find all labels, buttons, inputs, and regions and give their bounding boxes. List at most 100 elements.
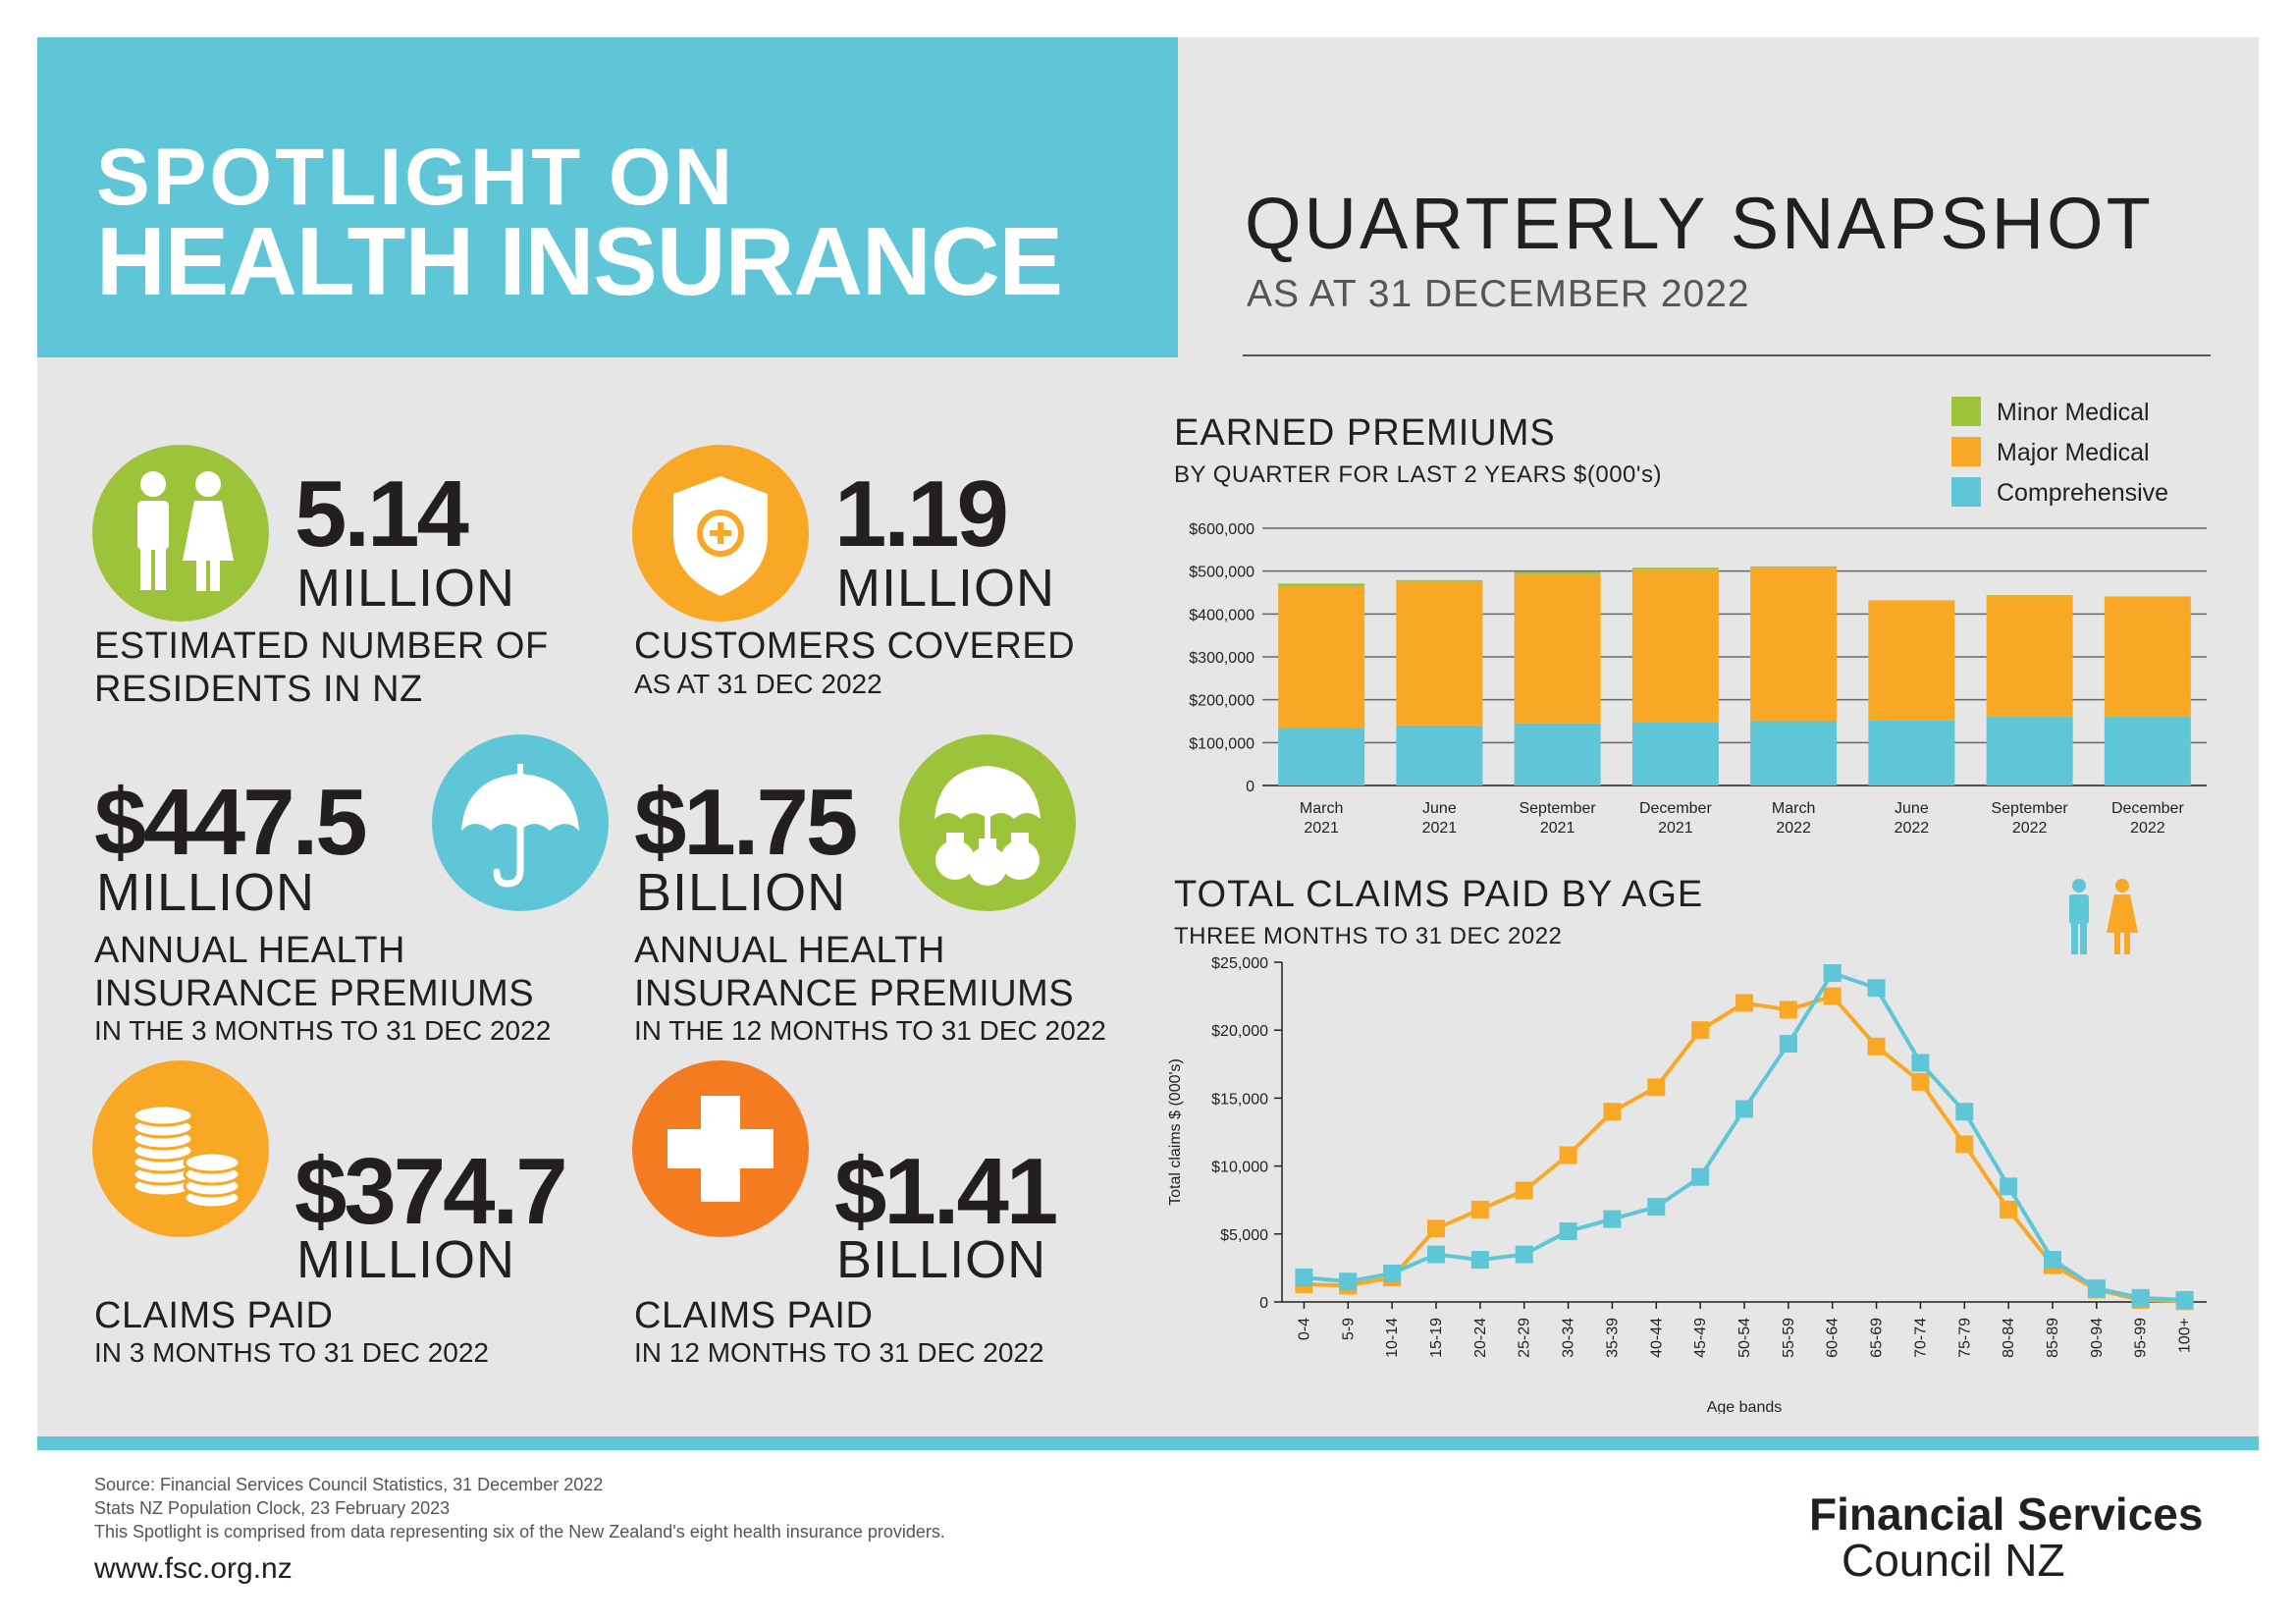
- source-line-1: Source: Financial Services Council Stati…: [94, 1475, 604, 1494]
- data-point: [1691, 1167, 1710, 1186]
- stat-residents-desc-1: ESTIMATED NUMBER OF: [94, 625, 549, 667]
- bar-segment: [1868, 600, 1955, 721]
- stat-claims-12m-value: $1.41: [834, 1139, 1058, 1244]
- data-point: [1955, 1135, 1974, 1154]
- stat-customers-value: 1.19: [834, 461, 1009, 567]
- y-tick-label: 0: [1246, 779, 1255, 795]
- title-line-2: HEALTH INSURANCE: [96, 207, 1063, 315]
- stat-premiums-12m-value: $1.75: [634, 770, 858, 875]
- stat-premiums-3m-desc-2: INSURANCE PREMIUMS: [94, 973, 535, 1014]
- bar-segment: [1278, 583, 1365, 586]
- stat-claims-3m-circle: [92, 1060, 269, 1237]
- x-tick-label: March: [1300, 800, 1343, 817]
- data-point: [1823, 987, 1842, 1005]
- stat-premiums-3m-desc-3: IN THE 3 MONTHS TO 31 DEC 2022: [94, 1015, 552, 1046]
- bar-segment: [1986, 595, 2073, 718]
- bar-segment: [1631, 722, 1719, 785]
- stat-premiums-3m-circle: [432, 734, 609, 911]
- snapshot-date: AS AT 31 DECEMBER 2022: [1247, 273, 1750, 315]
- data-point: [1427, 1245, 1445, 1264]
- x-tick-label: 2022: [1776, 820, 1811, 837]
- stat-claims-12m-unit: BILLION: [836, 1230, 1047, 1289]
- stat-premiums-12m-desc-1: ANNUAL HEALTH: [634, 930, 945, 971]
- x-tick-label: 2022: [1895, 820, 1930, 837]
- stat-claims-3m-unit: MILLION: [296, 1230, 516, 1289]
- bar-segment: [1396, 579, 1483, 582]
- x-tick-label: 60-64: [1825, 1318, 1842, 1358]
- x-tick-label: 80-84: [2001, 1318, 2017, 1358]
- x-tick-label: 30-34: [1561, 1318, 1577, 1358]
- data-point: [1867, 979, 1886, 998]
- x-tick-label: 20-24: [1472, 1318, 1489, 1358]
- bar-segment: [1396, 581, 1483, 726]
- stat-claims-3m-desc-1: CLAIMS PAID: [94, 1295, 334, 1336]
- logo-line-2: Council NZ: [1842, 1535, 2065, 1586]
- data-point: [1559, 1146, 1577, 1164]
- x-tick-label: 15-19: [1428, 1318, 1445, 1358]
- x-tick-label: 55-59: [1781, 1318, 1797, 1358]
- y-tick-label: $500,000: [1189, 565, 1255, 581]
- data-point: [1691, 1021, 1710, 1040]
- legend-swatch-comprehensive: [1951, 477, 1981, 507]
- x-tick-label: 2021: [1540, 820, 1575, 837]
- data-point: [1911, 1072, 1930, 1091]
- title-banner: SPOTLIGHT ON HEALTH INSURANCE: [37, 37, 1178, 357]
- legend-swatch-major: [1951, 437, 1981, 466]
- footer-bar: [37, 1436, 2259, 1450]
- gender-icon: [2069, 879, 2138, 954]
- x-tick-label: 45-49: [1692, 1318, 1709, 1358]
- bar-segment: [2104, 717, 2191, 785]
- people-icon: [137, 471, 234, 591]
- stat-customers-unit: MILLION: [836, 559, 1056, 618]
- stat-premiums-3m-value: $447.5: [94, 770, 368, 875]
- x-tick-label: June: [1895, 800, 1929, 817]
- x-tick-label: 2022: [2012, 820, 2048, 837]
- stat-residents-value: 5.14: [294, 461, 469, 567]
- website-link[interactable]: www.fsc.org.nz: [94, 1552, 293, 1585]
- stat-residents-circle: [92, 445, 269, 622]
- data-point: [1735, 1100, 1753, 1118]
- x-tick-label: 10-14: [1384, 1318, 1401, 1358]
- y-tick-label: $300,000: [1189, 650, 1255, 667]
- bar-segment: [1514, 571, 1601, 574]
- claims-chart-title: TOTAL CLAIMS PAID BY AGE: [1174, 874, 1704, 915]
- medical-cross-icon: [667, 1096, 774, 1202]
- y-tick-label: $600,000: [1189, 521, 1255, 538]
- data-point: [1383, 1264, 1402, 1282]
- x-tick-label: 100+: [2177, 1318, 2194, 1353]
- claims-by-age-chart: 0 $5,000 $10,000 $15,000 $20,000 $25,000 0-4 5-…: [1167, 955, 2207, 1414]
- bar-segment: [1631, 568, 1719, 570]
- x-tick-label: December: [1639, 800, 1712, 817]
- data-point: [1515, 1245, 1533, 1264]
- data-point: [1867, 1037, 1886, 1056]
- stat-claims-3m-value: $374.7: [294, 1139, 568, 1244]
- divider: [1243, 354, 2211, 356]
- legend-label-minor: Minor Medical: [1997, 399, 2150, 426]
- legend-swatch-minor: [1951, 397, 1981, 426]
- stat-premiums-12m-unit: BILLION: [636, 863, 847, 922]
- data-point: [1295, 1269, 1313, 1287]
- x-tick-label: 40-44: [1648, 1318, 1665, 1358]
- bar-segment: [1868, 720, 1955, 785]
- data-point: [1823, 964, 1842, 983]
- data-point: [1603, 1210, 1622, 1228]
- data-point: [1559, 1222, 1577, 1241]
- premiums-chart-title: EARNED PREMIUMS: [1174, 412, 1556, 454]
- stat-claims-12m-desc-2: IN 12 MONTHS TO 31 DEC 2022: [634, 1337, 1044, 1368]
- data-point: [1470, 1251, 1489, 1270]
- x-tick-label: June: [1422, 800, 1457, 817]
- stat-premiums-12m-desc-2: INSURANCE PREMIUMS: [634, 973, 1075, 1014]
- bar-segment: [1514, 723, 1601, 785]
- bar-segment: [2104, 596, 2191, 718]
- stat-claims-12m-desc-1: CLAIMS PAID: [634, 1295, 874, 1336]
- stat-residents-desc-2: RESIDENTS IN NZ: [94, 669, 423, 710]
- x-tick-label: 2022: [2130, 820, 2165, 837]
- data-point: [2131, 1288, 2150, 1307]
- x-tick-label: 90-94: [2089, 1318, 2106, 1358]
- umbrella-icon: [461, 764, 579, 888]
- premiums-chart-subtitle: BY QUARTER FOR LAST 2 YEARS $(000's): [1174, 461, 1662, 488]
- data-point: [1603, 1103, 1622, 1121]
- claims-chart-subtitle: THREE MONTHS TO 31 DEC 2022: [1174, 923, 1563, 949]
- y-tick-label: $100,000: [1189, 735, 1255, 752]
- x-tick-label: 95-99: [2133, 1318, 2150, 1358]
